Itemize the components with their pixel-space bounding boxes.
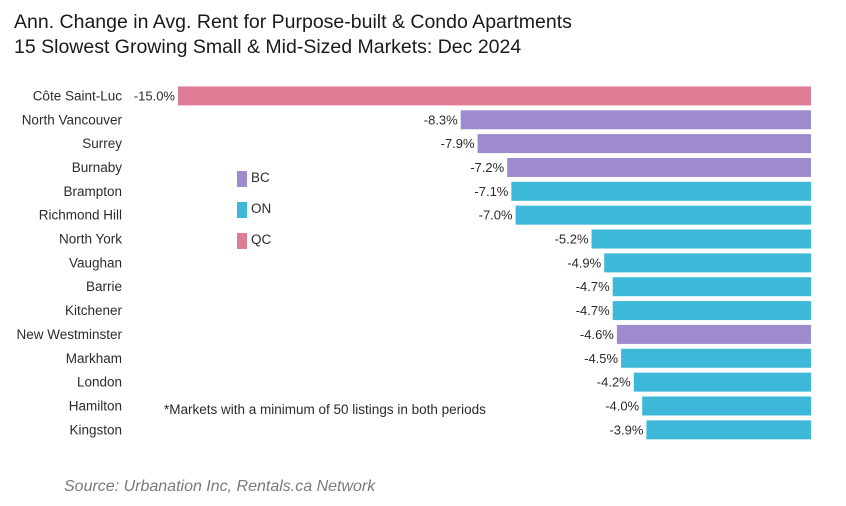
- bar: [621, 348, 811, 368]
- category-label: Brampton: [63, 184, 122, 199]
- data-label: -3.9%: [609, 422, 643, 437]
- bar: [633, 372, 811, 392]
- category-label: London: [77, 375, 122, 390]
- bar: [646, 420, 811, 440]
- bar: [616, 324, 811, 344]
- data-label: -4.6%: [580, 327, 614, 342]
- data-label: -4.5%: [584, 351, 618, 366]
- data-label: -8.3%: [424, 112, 458, 127]
- category-label: Richmond Hill: [39, 208, 122, 223]
- category-label: Kitchener: [65, 303, 123, 318]
- legend-label: ON: [251, 201, 271, 216]
- data-label: -7.1%: [474, 184, 508, 199]
- category-label: Markham: [66, 351, 122, 366]
- data-label: -5.2%: [555, 232, 589, 247]
- data-label: -4.2%: [597, 375, 631, 390]
- bar: [477, 134, 811, 154]
- legend-label: QC: [251, 232, 272, 247]
- legend-label: BC: [251, 170, 270, 185]
- category-label: Barrie: [86, 279, 122, 294]
- chart-subtitle: 15 Slowest Growing Small & Mid-Sized Mar…: [14, 36, 522, 58]
- category-label: New Westminster: [16, 327, 122, 342]
- bar: [507, 157, 811, 177]
- chart-source: Source: Urbanation Inc, Rentals.ca Netwo…: [64, 478, 376, 495]
- bar: [612, 301, 811, 321]
- chart-footnote: *Markets with a minimum of 50 listings i…: [164, 402, 486, 417]
- category-label: Côte Saint-Luc: [33, 88, 123, 103]
- legend-swatch: [237, 171, 247, 187]
- data-label: -7.2%: [470, 160, 504, 175]
- bar: [591, 229, 811, 249]
- data-label: -7.9%: [441, 136, 475, 151]
- category-label: Vaughan: [69, 255, 122, 270]
- data-label: -4.7%: [576, 279, 610, 294]
- chart-title: Ann. Change in Avg. Rent for Purpose-bui…: [14, 11, 572, 33]
- legend-swatch: [237, 233, 247, 249]
- data-label: -4.7%: [576, 303, 610, 318]
- bar: [515, 205, 811, 225]
- data-label: -15.0%: [134, 88, 176, 103]
- data-label: -4.0%: [605, 398, 639, 413]
- bar: [604, 253, 811, 273]
- category-label: Surrey: [82, 136, 122, 151]
- category-label: Burnaby: [72, 160, 123, 175]
- category-label: North York: [59, 232, 122, 247]
- bar: [178, 86, 811, 106]
- bar: [511, 181, 811, 201]
- category-label: North Vancouver: [22, 112, 123, 127]
- category-label: Kingston: [69, 422, 122, 437]
- data-label: -4.9%: [567, 255, 601, 270]
- legend-swatch: [237, 202, 247, 218]
- chart-title-block: Ann. Change in Avg. Rent for Purpose-bui…: [14, 10, 572, 60]
- bar: [460, 110, 811, 130]
- data-label: -7.0%: [479, 208, 513, 223]
- category-label: Hamilton: [69, 398, 122, 413]
- bar: [642, 396, 811, 416]
- bar: [612, 277, 811, 297]
